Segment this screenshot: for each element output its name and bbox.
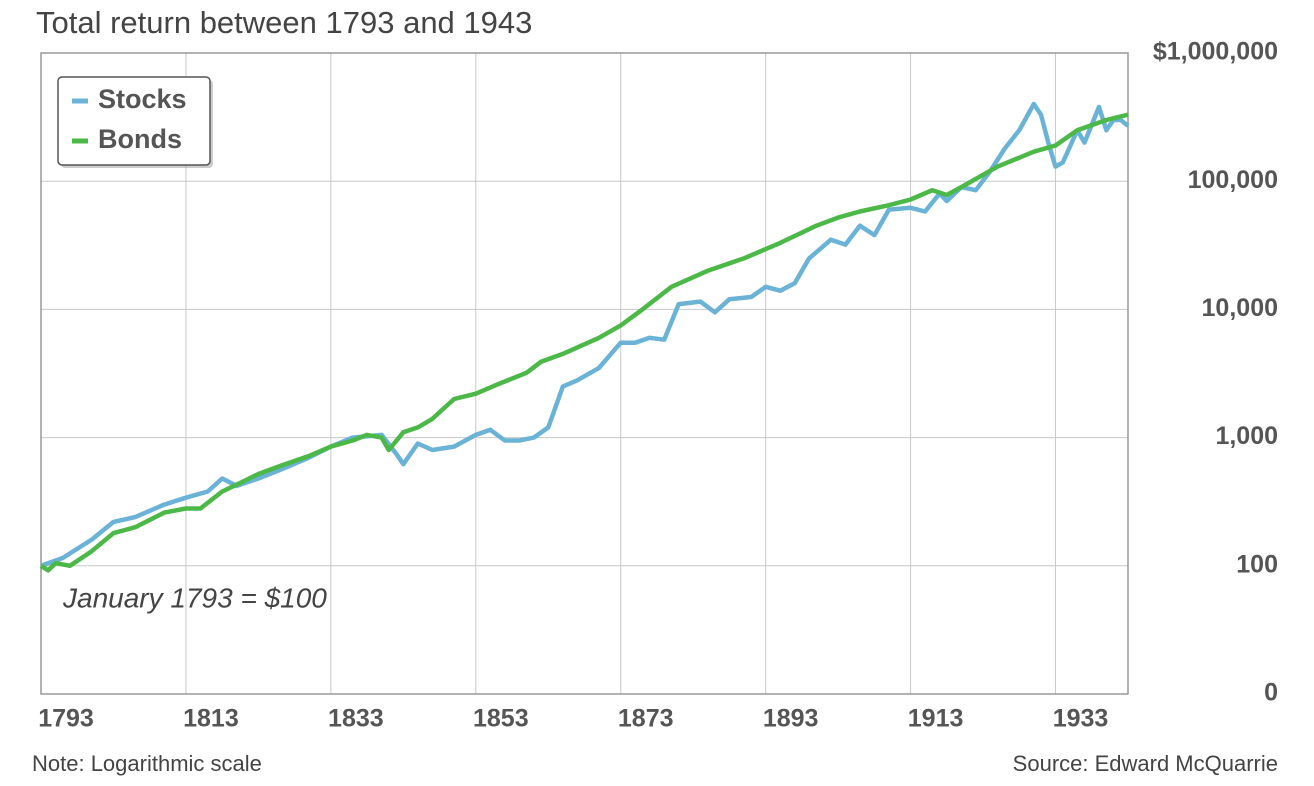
x-tick-label: 1933 [1053, 705, 1109, 733]
y-tick-label: 1,000 [1215, 422, 1278, 450]
legend: Stocks Bonds [57, 76, 213, 168]
y-tick-label: 0 [1264, 679, 1278, 707]
source: Source: Edward McQuarrie [1013, 751, 1278, 776]
series-line [39, 112, 1129, 573]
x-tick-label: 1793 [38, 705, 94, 733]
legend-box [57, 76, 211, 166]
legend-label: Stocks [98, 84, 187, 114]
y-tick-label: $1,000,000 [1153, 38, 1278, 66]
x-tick-label: 1893 [763, 705, 819, 733]
note: Note: Logarithmic scale [32, 751, 262, 776]
plot-frame [40, 52, 1129, 695]
x-tick-label: 1873 [618, 705, 674, 733]
x-tick-label: 1833 [328, 705, 384, 733]
annotation: January 1793 = $100 [62, 582, 327, 613]
series-line [40, 101, 1130, 568]
y-tick-label: 100 [1236, 550, 1278, 578]
chart-title: Total return between 1793 and 1943 [36, 5, 532, 40]
legend-label: Bonds [98, 124, 182, 154]
x-tick-label: 1813 [183, 705, 239, 733]
y-tick-label: 10,000 [1202, 294, 1278, 322]
x-tick-label: 1913 [908, 705, 964, 733]
y-tick-label: 100,000 [1188, 166, 1278, 194]
x-tick-label: 1853 [473, 705, 529, 733]
